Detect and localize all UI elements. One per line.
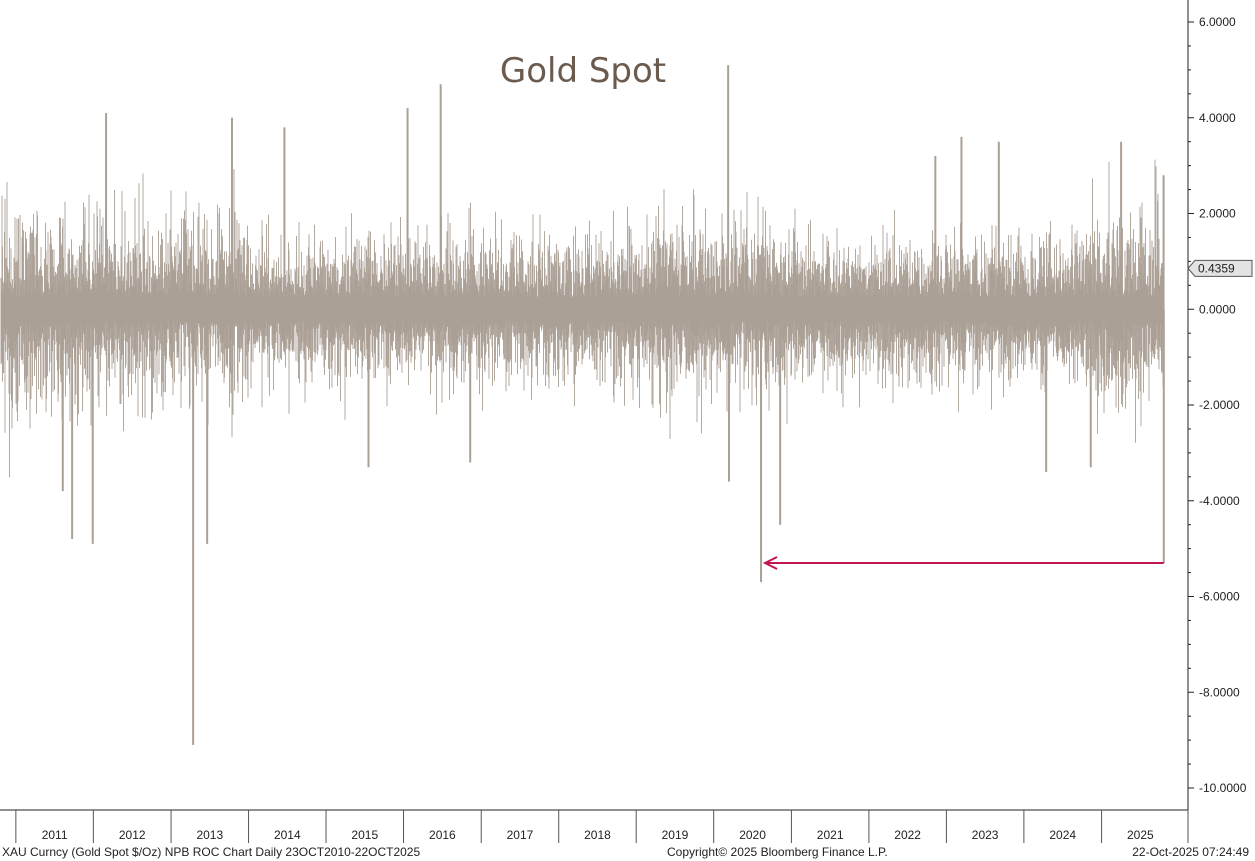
- footer-timestamp: 22-Oct-2025 07:24:49: [1132, 845, 1249, 859]
- x-tick-label: 2022: [894, 828, 921, 842]
- x-tick-label: 2013: [196, 828, 223, 842]
- arrow-head: [762, 556, 778, 570]
- y-tick-label: 0.0000: [1199, 302, 1236, 316]
- x-tick-label: 2020: [739, 828, 766, 842]
- y-tick-label: -8.0000: [1199, 685, 1240, 699]
- x-tick-label: 2016: [429, 828, 456, 842]
- x-tick-label: 2018: [584, 828, 611, 842]
- x-tick-label: 2014: [274, 828, 301, 842]
- x-axis: 2011 2012 2013 2014 2015 2016 2017 2018 2019 2020…: [0, 809, 1189, 843]
- x-tick-label: 2023: [972, 828, 999, 842]
- x-tick-label: 2019: [662, 828, 689, 842]
- x-tick-label: 2017: [507, 828, 534, 842]
- x-tick-label: 2011: [42, 828, 68, 842]
- annotation-arrow: [762, 556, 1164, 570]
- footer-security-info: XAU Curncy (Gold Spot $/Oz) NPB ROC Char…: [2, 845, 421, 859]
- x-tick-label: 2012: [119, 828, 146, 842]
- last-value-box: [1187, 259, 1253, 277]
- y-axis: 6.0000 4.0000 2.0000 0.0000 -2.0000 -4.0000 -6…: [1187, 0, 1247, 810]
- y-tick-label: -10.0000: [1199, 781, 1247, 795]
- y-tick-label: -2.0000: [1199, 398, 1240, 412]
- y-tick-label: -4.0000: [1199, 494, 1240, 508]
- footer-copyright: Copyright© 2025 Bloomberg Finance L.P.: [667, 845, 888, 859]
- y-tick-label: 2.0000: [1199, 207, 1236, 221]
- last-value-label: 0.4359: [1198, 261, 1235, 275]
- x-tick-label: 2015: [351, 828, 378, 842]
- last-value-marker: 0.4359: [1187, 259, 1253, 277]
- series-line: [0, 159, 1164, 478]
- x-tick-label: 2025: [1127, 828, 1154, 842]
- series-gold-spot-roc: [0, 65, 1165, 745]
- y-tick-label: 4.0000: [1199, 111, 1236, 125]
- y-tick-label: 6.0000: [1199, 15, 1236, 29]
- x-tick-label: 2021: [817, 828, 844, 842]
- y-tick-label: -6.0000: [1199, 590, 1240, 604]
- x-tick-label: 2024: [1049, 828, 1076, 842]
- chart-title: Gold Spot: [500, 51, 666, 91]
